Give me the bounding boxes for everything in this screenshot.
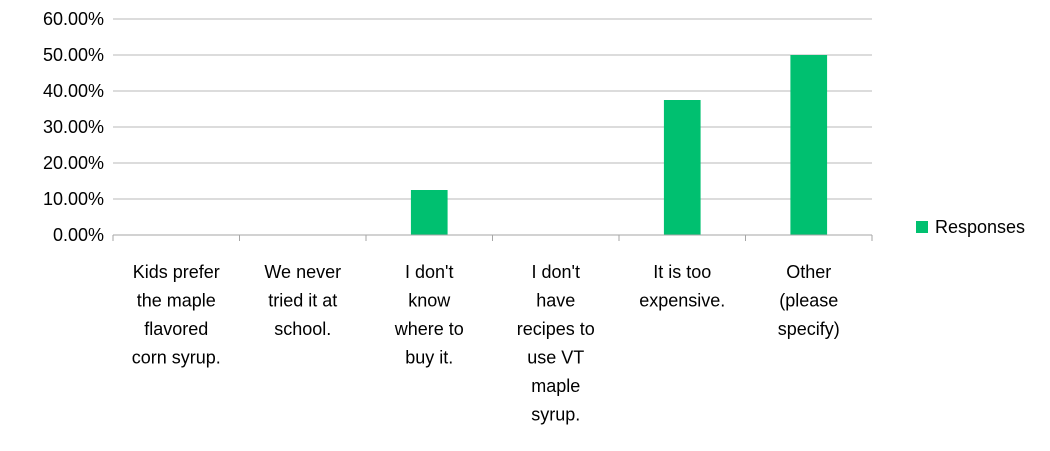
y-tick-label: 50.00% xyxy=(43,45,104,65)
legend-label: Responses xyxy=(935,217,1025,237)
x-category-label: Other (please specify) xyxy=(778,262,840,339)
bars xyxy=(410,55,828,235)
x-category-label: I don't have recipes to use VT maple syrup. xyxy=(517,262,595,425)
x-category-label: It is too expensive. xyxy=(639,262,725,311)
bar xyxy=(663,100,701,235)
y-tick-label: 60.00% xyxy=(43,9,104,29)
x-category-label: We never tried it at school. xyxy=(264,262,341,339)
legend: Responses xyxy=(916,217,1025,237)
legend-swatch xyxy=(916,221,928,233)
gridlines xyxy=(113,18,872,200)
x-category-label: I don't know where to buy it. xyxy=(394,262,464,368)
x-category-labels: Kids prefer the maple flavored corn syrup. W… xyxy=(132,262,840,425)
y-tick-label: 0.00% xyxy=(53,225,104,245)
y-tick-label: 10.00% xyxy=(43,189,104,209)
bar xyxy=(410,190,448,235)
axes xyxy=(112,234,873,241)
x-category-label: Kids prefer the maple flavored corn syrup. xyxy=(132,262,221,368)
y-tick-label: 40.00% xyxy=(43,81,104,101)
y-tick-label: 20.00% xyxy=(43,153,104,173)
y-tick-labels: 0.00% 10.00% 20.00% 30.00% 40.00% 50.00% 60.00… xyxy=(43,9,104,245)
bar xyxy=(790,55,828,235)
y-tick-label: 30.00% xyxy=(43,117,104,137)
